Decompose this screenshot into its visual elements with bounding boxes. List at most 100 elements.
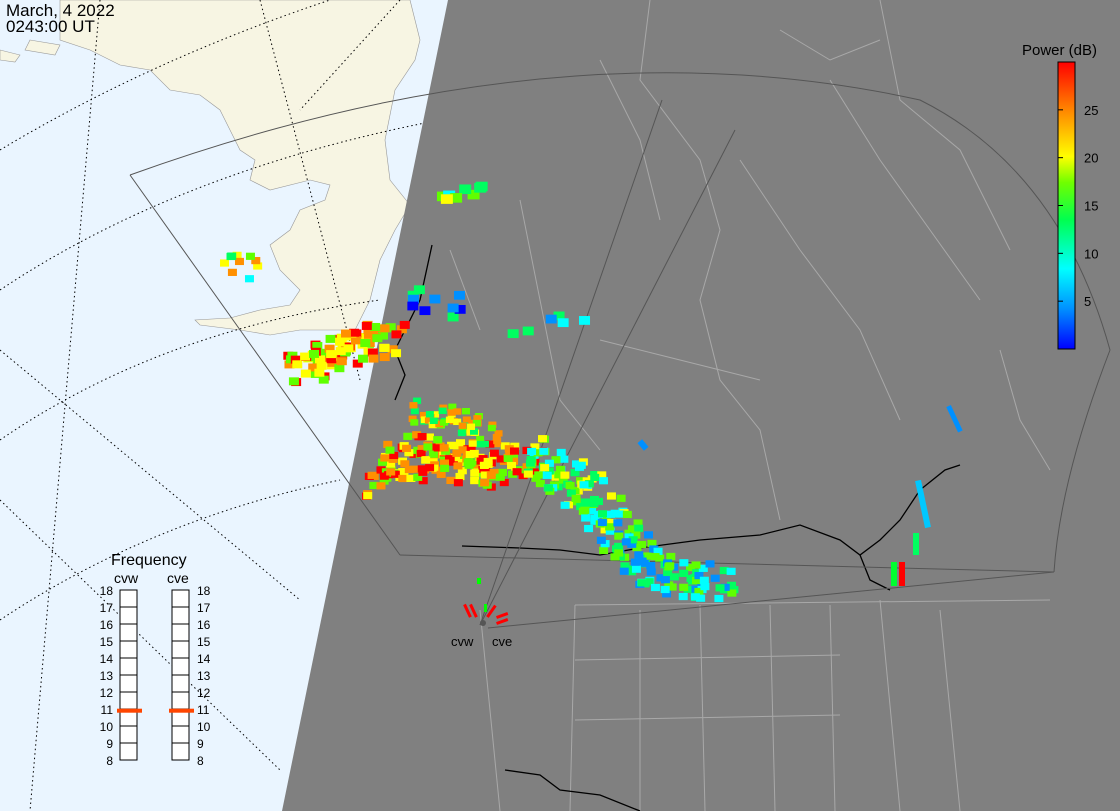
echo-cell — [581, 498, 591, 506]
echo-cell — [480, 440, 489, 448]
echo-cell — [584, 524, 594, 533]
frequency-column-cvw: cvw — [114, 570, 139, 586]
echo-cell — [913, 533, 919, 555]
echo-cell — [580, 506, 590, 514]
echo-cell — [361, 321, 372, 330]
echo-cell — [334, 364, 345, 373]
echo-cell — [404, 465, 414, 474]
echo-cell — [509, 457, 519, 465]
frequency-tick-right: 17 — [197, 601, 211, 615]
echo-cell — [551, 456, 561, 464]
echo-cell — [489, 468, 499, 477]
echo-cell — [399, 320, 410, 329]
echo-cell — [378, 458, 388, 466]
echo-cell — [554, 471, 564, 479]
echo-cell — [404, 449, 414, 457]
echo-cell — [553, 311, 565, 321]
backscatter-echoes — [220, 181, 963, 603]
echo-cell — [606, 492, 616, 500]
echo-cell — [360, 338, 371, 347]
echo-cell — [445, 455, 455, 463]
echo-cell — [468, 419, 477, 427]
echo-cell — [606, 510, 616, 518]
echo-cell — [391, 349, 402, 358]
echo-cell — [368, 354, 379, 363]
radar-beam-mark — [496, 618, 509, 625]
echo-cell — [526, 463, 536, 471]
echo-cell — [424, 417, 433, 424]
echo-cell — [544, 467, 554, 475]
echo-cell — [390, 470, 400, 478]
echo-cell — [497, 468, 507, 477]
echo-cell — [419, 306, 431, 316]
state-province-boundaries — [449, 0, 1051, 811]
echo-cell — [227, 252, 237, 260]
echo-cell — [624, 529, 634, 537]
echo-cell — [663, 568, 673, 577]
echo-cell — [352, 359, 363, 368]
echo-cell — [628, 536, 638, 544]
echo-cell — [685, 563, 695, 572]
echo-cell — [558, 476, 568, 484]
echo-cell — [425, 464, 435, 472]
echo-cell — [379, 343, 390, 352]
echo-cell — [423, 443, 433, 451]
echo-cell — [488, 421, 497, 428]
echo-cell — [376, 466, 386, 474]
echo-cell — [655, 554, 665, 562]
echo-cell — [646, 568, 656, 576]
echo-cell — [398, 467, 408, 476]
echo-cell — [418, 477, 428, 485]
echo-cell — [335, 337, 346, 346]
echo-cell — [436, 470, 446, 478]
echo-cell — [665, 562, 675, 570]
echo-cell — [579, 481, 589, 489]
radar-beam-mark — [469, 603, 478, 618]
echo-cell — [363, 330, 374, 339]
echo-cell — [428, 455, 438, 463]
echo-cell — [678, 592, 688, 601]
echo-cell — [499, 478, 509, 487]
echo-cell — [449, 442, 459, 450]
echo-cell — [312, 341, 323, 350]
echo-cell — [308, 363, 319, 372]
echo-cell — [719, 566, 729, 575]
echo-cell — [662, 590, 672, 598]
echo-cell — [597, 471, 607, 479]
echo-cell — [478, 465, 488, 473]
echo-cell — [326, 350, 337, 359]
echo-cell — [530, 443, 540, 451]
echo-cell — [458, 422, 467, 429]
alaska-landmass — [59, 0, 421, 336]
echo-cell — [402, 444, 412, 452]
echo-cell — [696, 594, 706, 602]
echo-cell — [391, 330, 402, 339]
echo-cell — [464, 458, 474, 466]
echo-cell — [253, 262, 263, 270]
echo-cell — [446, 476, 456, 485]
echo-cell — [383, 440, 393, 449]
echo-cell — [403, 432, 413, 440]
echo-cell — [508, 470, 518, 478]
echo-cell — [447, 312, 459, 322]
echo-cell — [727, 581, 737, 589]
echo-cell — [461, 408, 470, 415]
echo-cell — [453, 418, 462, 426]
echo-cell — [620, 562, 630, 570]
echo-cell — [518, 471, 528, 480]
echo-cell — [666, 552, 676, 561]
echo-cell — [453, 479, 463, 487]
radar-label-cve: cve — [492, 634, 512, 649]
echo-cell — [607, 518, 617, 527]
echo-cell — [300, 369, 311, 378]
echo-cell — [539, 447, 549, 455]
echo-cell — [439, 419, 448, 426]
echo-cell — [363, 492, 373, 500]
echo-cell — [660, 585, 670, 594]
echo-cell — [450, 193, 463, 203]
echo-cell — [416, 449, 426, 458]
echo-cell — [292, 360, 303, 369]
echo-cell — [507, 329, 519, 339]
echo-cell — [435, 420, 444, 428]
